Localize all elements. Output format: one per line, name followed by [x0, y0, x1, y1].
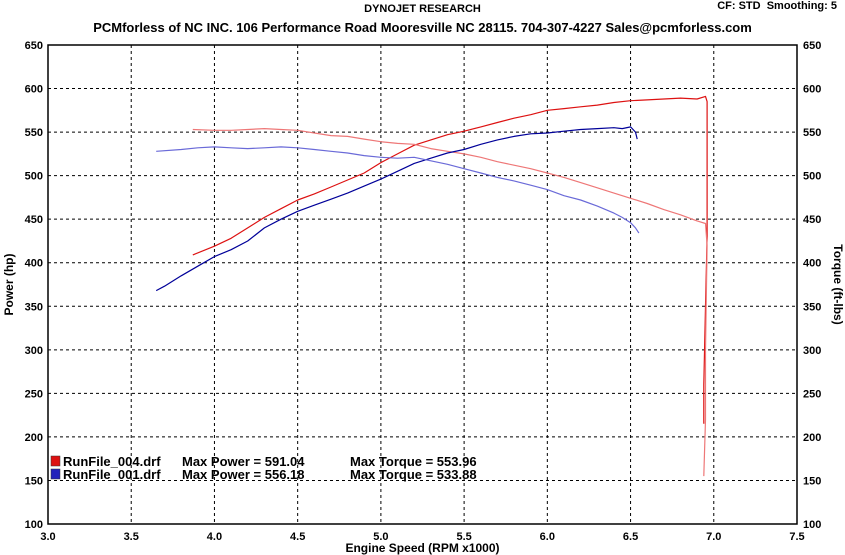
y-right-tick-label: 150 — [803, 475, 821, 487]
y-axis-label-right: Torque (ft-lbs) — [831, 244, 845, 324]
legend-max-power: Max Power = 591.04 — [182, 454, 305, 469]
y-left-tick-label: 650 — [25, 40, 43, 52]
y-right-tick-label: 200 — [803, 432, 821, 444]
cf-label: CF: STD — [717, 0, 761, 12]
series-line-power — [192, 95, 708, 424]
y-left-tick-label: 150 — [25, 475, 43, 487]
x-axis-label: Engine Speed (RPM x1000) — [345, 541, 499, 555]
y-left-tick-label: 350 — [25, 301, 43, 313]
x-tick-label: 4.5 — [290, 531, 305, 543]
y-left-tick-label: 600 — [25, 84, 43, 96]
legend-swatch — [50, 455, 61, 467]
x-tick-label: 3.5 — [124, 531, 139, 543]
brand-title: DYNOJET RESEARCH — [364, 3, 481, 15]
y-left-tick-label: 200 — [25, 432, 43, 444]
x-tick-label: 3.0 — [40, 531, 55, 543]
legend-max-torque: Max Torque = 553.96 — [350, 454, 477, 469]
x-tick-label: 6.5 — [623, 531, 638, 543]
y-axis-label-left: Power (hp) — [2, 253, 16, 315]
x-tick-label: 7.5 — [789, 531, 804, 543]
y-right-tick-label: 450 — [803, 214, 821, 226]
series-line-torque — [192, 128, 708, 477]
x-tick-label: 5.5 — [456, 531, 471, 543]
legend-max-torque: Max Torque = 533.88 — [350, 467, 477, 482]
y-right-tick-label: 100 — [803, 519, 821, 531]
y-right-tick-label: 250 — [803, 388, 821, 400]
y-left-tick-label: 550 — [25, 127, 43, 139]
y-right-tick-labels: 100 150 200 250 300 350 400 450 500 550 600 650 — [803, 40, 821, 531]
settings-info: CF: STD Smoothing: 5 — [717, 0, 837, 12]
legend-swatch — [50, 468, 61, 480]
grid-lines — [48, 45, 797, 524]
legend-file: RunFile_001.drf — [63, 467, 161, 482]
series-group — [155, 95, 708, 477]
x-tick-label: 4.0 — [207, 531, 222, 543]
y-right-tick-label: 350 — [803, 301, 821, 313]
y-right-tick-label: 650 — [803, 40, 821, 52]
y-left-tick-label: 250 — [25, 388, 43, 400]
smoothing-label: Smoothing: 5 — [766, 0, 837, 12]
x-tick-label: 5.0 — [373, 531, 388, 543]
series-line-power — [155, 126, 638, 292]
y-right-tick-label: 500 — [803, 171, 821, 183]
series-line-torque — [156, 146, 640, 234]
legend: RunFile_004.drf Max Power = 591.04 Max Tor… — [50, 454, 477, 482]
y-right-tick-label: 300 — [803, 345, 821, 357]
legend-file: RunFile_004.drf — [63, 454, 161, 469]
legend-max-power: Max Power = 556.18 — [182, 467, 305, 482]
y-left-tick-label: 500 — [25, 171, 43, 183]
y-right-tick-label: 400 — [803, 258, 821, 270]
y-left-tick-label: 100 — [25, 519, 43, 531]
y-right-tick-label: 600 — [803, 84, 821, 96]
y-right-tick-label: 550 — [803, 127, 821, 139]
company-line: PCMforless of NC INC. 106 Performance Ro… — [93, 20, 752, 35]
plot-area — [48, 45, 797, 524]
x-tick-label: 7.0 — [706, 531, 721, 543]
plot-frame — [47, 44, 798, 525]
y-left-tick-labels: 100 150 200 250 300 350 400 450 500 550 600 650 — [25, 40, 43, 531]
x-tick-labels: 3.0 3.5 4.0 4.5 5.0 5.5 6.0 6.5 7.0 7.5 — [40, 531, 804, 543]
y-left-tick-label: 300 — [25, 345, 43, 357]
x-tick-label: 6.0 — [540, 531, 555, 543]
y-left-tick-label: 450 — [25, 214, 43, 226]
y-left-tick-label: 400 — [25, 258, 43, 270]
